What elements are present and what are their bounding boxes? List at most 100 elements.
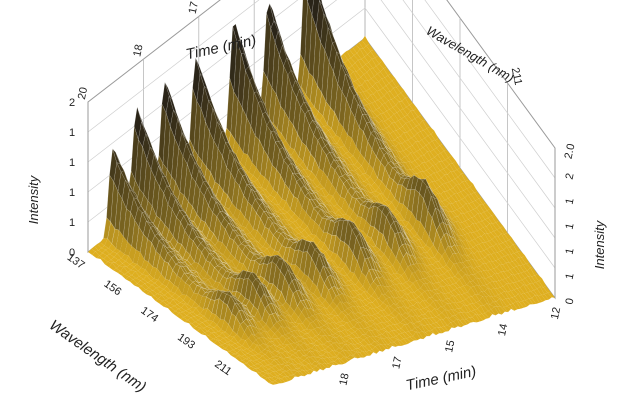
surface-patch — [283, 338, 291, 345]
surface-patch — [343, 285, 351, 292]
surface-patch — [376, 306, 385, 311]
surface-patch — [247, 351, 255, 356]
surface-patch — [419, 278, 427, 284]
surface-patch — [234, 353, 242, 357]
time-tick-front: 17 — [390, 356, 404, 370]
surface-patch — [298, 207, 307, 222]
surface-patch — [386, 337, 395, 343]
surface-patch — [244, 353, 252, 358]
surface-patch — [103, 255, 111, 262]
surface-patch — [245, 357, 253, 362]
surface-patch — [291, 213, 299, 222]
surface-patch — [376, 107, 384, 114]
surface-patch — [528, 298, 537, 305]
surface-patch — [266, 372, 274, 378]
surface-patch — [279, 216, 287, 226]
surface-patch — [370, 281, 378, 292]
surface-patch — [481, 313, 490, 319]
surface-patch — [445, 245, 453, 260]
surface-patch — [124, 272, 132, 277]
surface-patch — [177, 302, 185, 308]
surface-patch — [425, 330, 433, 337]
surface-patch — [386, 266, 394, 275]
surface-patch — [349, 300, 357, 307]
surface-patch — [435, 179, 443, 187]
surface-patch — [290, 374, 299, 377]
surface-patch — [417, 131, 425, 140]
surface-patch — [385, 279, 394, 287]
surface-patch — [431, 257, 439, 262]
surface-patch — [304, 226, 312, 236]
surface-patch — [340, 274, 349, 283]
surface-patch — [255, 321, 264, 330]
surface-patch — [340, 301, 348, 311]
surface-patch — [158, 295, 166, 301]
surface-patch — [472, 259, 480, 267]
surface-patch — [359, 286, 368, 293]
surface-patch — [381, 120, 389, 128]
surface-patch — [236, 145, 244, 163]
surface-patch — [223, 247, 231, 260]
surface-patch — [375, 328, 383, 335]
surface-patch — [244, 154, 253, 173]
surface-patch — [344, 308, 352, 315]
surface-patch — [285, 365, 293, 371]
surface-patch — [421, 155, 429, 163]
surface-patch — [355, 299, 364, 308]
surface-patch — [468, 274, 476, 281]
surface-patch — [518, 293, 526, 301]
surface-patch — [190, 316, 199, 322]
surface-patch — [238, 224, 246, 231]
intensity-tick-left: 0 — [69, 247, 75, 259]
surface-patch — [146, 291, 155, 297]
surface-patch — [374, 285, 382, 299]
surface-patch — [484, 233, 492, 241]
surface-patch — [484, 254, 493, 262]
surface-patch — [274, 350, 283, 354]
surface-patch — [406, 169, 415, 176]
surface-patch — [337, 342, 345, 349]
surface-patch — [178, 278, 186, 295]
surface-patch — [482, 242, 490, 250]
surface-patch — [439, 144, 447, 151]
surface-patch — [233, 334, 242, 343]
surface-patch — [385, 100, 393, 110]
surface-patch — [453, 237, 461, 247]
surface-patch — [400, 204, 408, 221]
surface-patch — [441, 200, 450, 207]
surface-patch — [300, 221, 308, 230]
surface-patch — [198, 317, 206, 323]
surface-patch — [306, 337, 314, 344]
surface-patch — [345, 335, 354, 339]
surface-patch — [498, 233, 506, 243]
surface-patch — [360, 48, 368, 57]
surface-patch — [210, 327, 219, 333]
surface-patch — [197, 327, 205, 335]
surface-patch — [349, 350, 357, 356]
surface-patch — [366, 302, 374, 309]
surface-patch — [359, 351, 367, 358]
surface-patch — [319, 303, 327, 309]
surface-patch — [476, 277, 484, 287]
surface-patch — [423, 263, 431, 273]
surface-patch — [426, 168, 434, 175]
surface-patch — [319, 355, 328, 359]
surface-patch — [364, 310, 372, 316]
surface-patch — [108, 243, 116, 252]
surface-patch — [407, 265, 416, 273]
surface-patch — [347, 58, 356, 66]
surface-patch — [497, 251, 505, 258]
intensity-tick-right: 0 — [564, 297, 577, 305]
surface-patch — [516, 301, 524, 309]
surface-patch — [119, 263, 127, 267]
surface-patch — [434, 172, 442, 180]
surface-patch — [118, 258, 126, 264]
surface-patch — [283, 357, 291, 363]
surface-patch — [260, 343, 268, 350]
surface-patch — [390, 113, 399, 123]
surface-patch — [541, 294, 549, 301]
surface-patch — [302, 318, 311, 330]
surface-patch — [315, 313, 323, 322]
surface-patch — [365, 314, 373, 321]
surface-patch — [292, 221, 301, 228]
